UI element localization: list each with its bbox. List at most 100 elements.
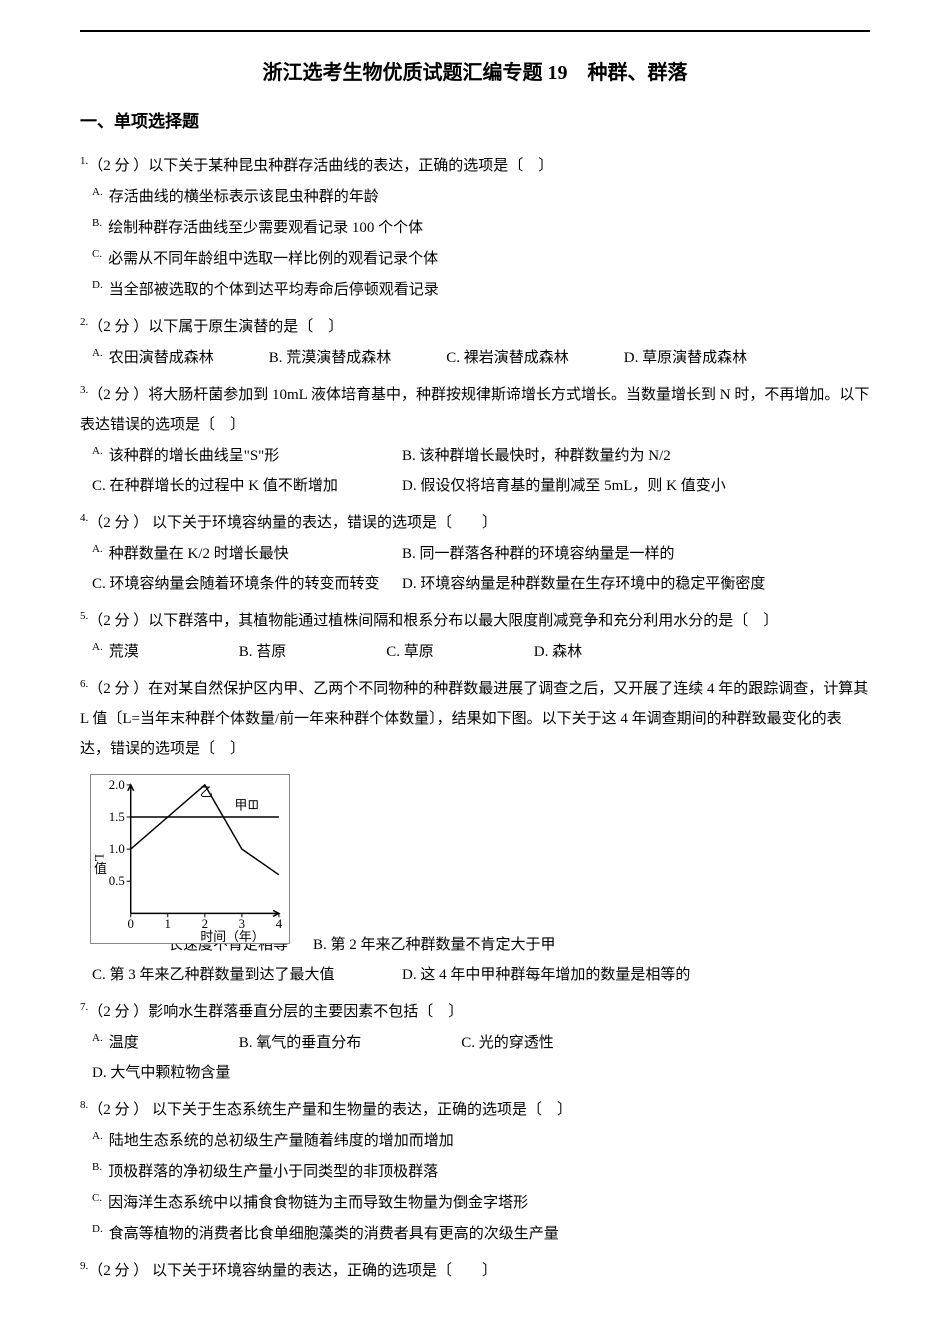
option-label: D. [92, 279, 103, 291]
question-number: 9. [80, 1260, 88, 1272]
svg-text:乙: 乙 [200, 785, 213, 799]
option: C. 草原 [386, 637, 434, 667]
question-text: （2 分 ）以下关于某种昆虫种群存活曲线的表达，正确的选项是〔 〕 [88, 158, 553, 174]
question: 2.（2 分 ）以下属于原生演替的是〔 〕A.农田演替成森林B. 荒漠演替成森林… [80, 311, 870, 373]
question: 3.（2 分 ）将大肠杆菌参加到 10mL 液体培育基中，种群按规律斯谛增长方式… [80, 379, 870, 501]
option-text: 陆地生态系统的总初级生产量随着纬度的增加而增加 [109, 1133, 454, 1149]
questions-list: 1.（2 分 ）以下关于某种昆虫种群存活曲线的表达，正确的选项是〔 〕 A. 存活曲… [80, 150, 870, 1286]
option: C. 裸岩演替成森林 [446, 343, 569, 373]
option-row: C. 在种群增长的过程中 K 值不断增加D. 假设仅将培育基的量削减至 5mL，… [92, 471, 870, 501]
question: 8.（2 分 ） 以下关于生态系统生产量和生物量的表达，正确的选项是〔 〕 A. 陆… [80, 1094, 870, 1249]
option-row: C. 环境容纳量会随着环境条件的转变而转变 D. 环境容纳量是种群数量在生存环境… [92, 569, 870, 599]
question-stem: 1.（2 分 ）以下关于某种昆虫种群存活曲线的表达，正确的选项是〔 〕 [80, 150, 870, 181]
question-number: 2. [80, 316, 88, 328]
question-stem: 8.（2 分 ） 以下关于生态系统生产量和生物量的表达，正确的选项是〔 〕 [80, 1094, 870, 1125]
svg-text:4: 4 [276, 917, 283, 931]
header-divider [80, 30, 870, 32]
option: A. 陆地生态系统的总初级生产量随着纬度的增加而增加 [92, 1125, 870, 1156]
question-number: 8. [80, 1099, 88, 1111]
option-label: B. [92, 217, 102, 229]
option: A.该种群的增长曲线呈"S"形 [92, 440, 402, 471]
option-row: A.该种群的增长曲线呈"S"形B. 该种群增长最快时，种群数量约为 N/2 [92, 440, 870, 471]
question: 7.（2 分 ）影响水生群落垂直分层的主要因素不包括〔 〕A.温度B. 氧气的垂… [80, 996, 870, 1088]
question-number: 1. [80, 155, 88, 167]
option: C. 因海洋生态系统中以捕食食物链为主而导致生物量为倒金字塔形 [92, 1187, 870, 1218]
option-row: A.农田演替成森林B. 荒漠演替成森林C. 裸岩演替成森林D. 草原演替成森林 [92, 342, 870, 373]
option: A.种群数量在 K/2 时增长最快 [92, 538, 402, 569]
option: D. 大气中颗粒物含量 [92, 1058, 230, 1088]
question-text: （2 分 ）将大肠杆菌参加到 10mL 液体培育基中，种群按规律斯谛增长方式增长… [80, 387, 869, 433]
question-stem: 2.（2 分 ）以下属于原生演替的是〔 〕 [80, 311, 870, 342]
option: A.温度 [92, 1027, 139, 1058]
svg-text:1.0: 1.0 [109, 842, 125, 856]
svg-text:2.0: 2.0 [109, 777, 125, 791]
option: C. 第 3 年来乙种群数量到达了最大值 [92, 960, 402, 990]
question-text: （2 分 ）在对某自然保护区内甲、乙两个不同物种的种群数最进展了调查之后，又开展… [80, 681, 868, 757]
question: 4.（2 分 ） 以下关于环境容纳量的表达，错误的选项是〔 〕A.种群数量在 K… [80, 507, 870, 599]
option: B. 同一群落各种群的环境容纳量是一样的 [402, 539, 675, 569]
option-text: 存活曲线的横坐标表示该昆虫种群的年龄 [109, 189, 379, 205]
option-label: A. [92, 1130, 103, 1142]
option: A.荒漠 [92, 636, 139, 667]
svg-text:0.5: 0.5 [109, 874, 125, 888]
option: D. 环境容纳量是种群数量在生存环境中的稳定平衡密度 [402, 569, 765, 599]
option: D. 森林 [534, 637, 582, 667]
svg-text:1.5: 1.5 [109, 810, 125, 824]
chart-box: 0.51.01.52.001234甲乙时间（年）L值 [90, 774, 290, 944]
question-number: 5. [80, 610, 88, 622]
option: D. 这 4 年中甲种群每年增加的数量是相等的 [402, 960, 690, 990]
question-number: 6. [80, 678, 88, 690]
option: C.必需从不同年龄组中选取一样比例的观看记录个体 [92, 243, 870, 274]
option: C. 环境容纳量会随着环境条件的转变而转变 [92, 569, 402, 599]
option: B. 绘制种群存活曲线至少需要观看记录 100 个个体 [92, 212, 870, 243]
option-row: A.温度 B. 氧气的垂直分布 C. 光的穿透性 D. 大气中颗粒物含量 [92, 1027, 870, 1088]
option: D. 当全部被选取的个体到达平均寿命后停顿观看记录 [92, 274, 870, 305]
section-heading: 一、单项选择题 [80, 107, 870, 138]
chart-svg: 0.51.01.52.001234甲乙时间（年）L值 [91, 775, 289, 943]
option: B. 氧气的垂直分布 [239, 1028, 362, 1058]
option-text: 绘制种群存活曲线至少需要观看记录 100 个个体 [108, 220, 423, 236]
question-stem: 3.（2 分 ）将大肠杆菌参加到 10mL 液体培育基中，种群按规律斯谛增长方式… [80, 379, 870, 440]
option: B. 该种群增长最快时，种群数量约为 N/2 [402, 441, 671, 471]
option-row: A.种群数量在 K/2 时增长最快B. 同一群落各种群的环境容纳量是一样的 [92, 538, 870, 569]
option: D. 草原演替成森林 [624, 343, 747, 373]
question-text: （2 分 ） 以下关于生态系统生产量和生物量的表达，正确的选项是〔 〕 [88, 1102, 572, 1118]
option-text: 顶极群落的净初级生产量小于同类型的非顶极群落 [108, 1164, 438, 1180]
option: A. 存活曲线的横坐标表示该昆虫种群的年龄 [92, 181, 870, 212]
option-label: A. [92, 543, 103, 555]
option: A.农田演替成森林 [92, 342, 214, 373]
option: C. 光的穿透性 [461, 1028, 554, 1058]
question-text: （2 分 ）影响水生群落垂直分层的主要因素不包括〔 〕 [88, 1004, 463, 1020]
option-text: 当全部被选取的个体到达平均寿命后停顿观看记录 [109, 282, 439, 298]
option-label: A. [92, 347, 103, 359]
svg-text:0: 0 [127, 917, 133, 931]
option: C. 在种群增长的过程中 K 值不断增加 [92, 471, 402, 501]
option-text: 因海洋生态系统中以捕食食物链为主而导致生物量为倒金字塔形 [108, 1195, 528, 1211]
option-label: C. [92, 1192, 102, 1204]
option-text: 食高等植物的消费者比食单细胞藻类的消费者具有更高的次级生产量 [109, 1226, 559, 1242]
question-stem: 4.（2 分 ） 以下关于环境容纳量的表达，错误的选项是〔 〕 [80, 507, 870, 538]
option-row: C. 第 3 年来乙种群数量到达了最大值D. 这 4 年中甲种群每年增加的数量是… [92, 960, 870, 990]
question-stem: 6.（2 分 ）在对某自然保护区内甲、乙两个不同物种的种群数最进展了调查之后，又… [80, 673, 870, 764]
option: D. 食高等植物的消费者比食单细胞藻类的消费者具有更高的次级生产量 [92, 1218, 870, 1249]
option-row: A.荒漠 B. 苔原 C. 草原 D. 森林 [92, 636, 870, 667]
question-number: 7. [80, 1001, 88, 1013]
option: B. 苔原 [239, 637, 287, 667]
question-text: （2 分 ）以下群落中，其植物能通过植株间隔和根系分布以最大限度削减竞争和充分利… [88, 613, 778, 629]
question-text: （2 分 ） 以下关于环境容纳量的表达，正确的选项是〔 〕 [88, 1263, 497, 1279]
question: 5.（2 分 ）以下群落中，其植物能通过植株间隔和根系分布以最大限度削减竞争和充… [80, 605, 870, 667]
question-number: 4. [80, 512, 88, 524]
svg-text:1: 1 [165, 917, 171, 931]
option: D. 假设仅将培育基的量削减至 5mL，则 K 值变小 [402, 471, 726, 501]
document-title: 浙江选考生物优质试题汇编专题 19 种群、群落 [215, 57, 735, 89]
option-label: A. [92, 186, 103, 198]
question-stem: 7.（2 分 ）影响水生群落垂直分层的主要因素不包括〔 〕 [80, 996, 870, 1027]
question: 9.（2 分 ） 以下关于环境容纳量的表达，正确的选项是〔 〕 [80, 1255, 870, 1286]
chart-container: 0.51.01.52.001234甲乙时间（年）L值 [90, 774, 870, 944]
svg-text:L值: L值 [92, 854, 106, 876]
option-label: D. [92, 1223, 103, 1235]
question: 1.（2 分 ）以下关于某种昆虫种群存活曲线的表达，正确的选项是〔 〕 A. 存活曲… [80, 150, 870, 305]
svg-text:时间（年）: 时间（年） [200, 930, 264, 943]
question-stem: 5.（2 分 ）以下群落中，其植物能通过植株间隔和根系分布以最大限度削减竞争和充… [80, 605, 870, 636]
option: B.顶极群落的净初级生产量小于同类型的非顶极群落 [92, 1156, 870, 1187]
